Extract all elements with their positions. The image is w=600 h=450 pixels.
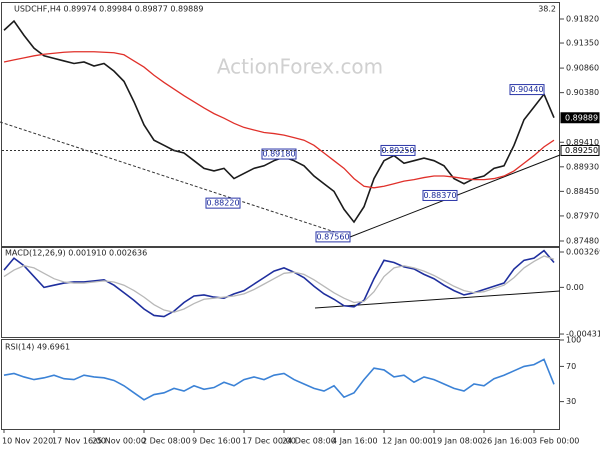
x-tick-label: 17 Nov 16:00 [52,437,106,446]
y-tick-label: 0.90860 [566,64,599,73]
y-tick-label: 0.91350 [566,39,599,48]
price-label: 0.89889 [565,113,598,122]
y-tick-label: 0.91820 [566,14,599,23]
annotation-box [315,231,351,243]
rsi-title: RSI(14) 49.6961 [5,343,70,352]
y-tick-label: 0.90380 [566,88,599,97]
y-tick-label: 0.87480 [566,236,599,245]
x-tick-label: 10 Nov 2020 [2,437,53,446]
x-tick-label: 2 Dec 08:00 [142,437,191,446]
series-line [3,255,555,313]
annotation-label: 0.88370 [423,191,456,200]
annotation-box [509,84,545,96]
annotation-label: 0.89180 [262,150,295,159]
price-label-box [560,112,600,124]
x-tick-label: 17 Dec 00:00 [242,437,296,446]
annotation-box [422,189,458,201]
price-panel [1,2,560,247]
x-tick-label: 4 Jan 16:00 [332,437,378,446]
watermark: ActionForex.com [217,55,383,79]
y-tick-label: 100 [566,336,581,345]
macd-panel [1,247,560,338]
x-tick-label: 25 Nov 00:00 [92,437,146,446]
x-tick-label: 24 Dec 08:00 [282,437,336,446]
y-tick-label: 70 [566,362,576,371]
x-tick-label: 12 Jan 00:00 [382,437,433,446]
y-tick-label: -0.004316 [566,330,600,339]
series-line [3,358,555,401]
x-tick-label: 26 Jan 16:00 [482,437,533,446]
series-line [3,51,555,189]
y-tick-label: 0.87970 [566,211,599,220]
series-line [3,249,555,318]
price-label-box [560,144,600,156]
annotation-label: 0.88220 [206,199,239,208]
trend-line [0,121,351,238]
annotation-label: 0.87560 [316,232,349,241]
y-tick-label: 0.89410 [566,138,599,147]
chart-title: USDCHF,H4 0.89974 0.89984 0.89877 0.8988… [14,5,203,14]
rsi-panel [1,339,560,430]
x-tick-label: 19 Jan 08:00 [432,437,483,446]
price-label: 0.89250 [565,146,598,155]
macd-title: MACD(12,26,9) 0.001910 0.002636 [5,249,147,258]
y-tick-label: 30 [566,397,576,406]
annotation-label: 0.90440 [510,85,543,94]
y-tick-label: 0.88450 [566,187,599,196]
corner-label: 38.2 [538,5,556,14]
annotation-box [261,148,297,160]
x-tick-label: 3 Feb 00:00 [532,437,579,446]
y-tick-label: 0.003269 [566,248,600,257]
y-tick-label: 0.88930 [566,162,599,171]
annotation-box [205,197,241,209]
y-tick-label: 0.00 [566,283,584,292]
x-tick-label: 9 Dec 16:00 [192,437,241,446]
